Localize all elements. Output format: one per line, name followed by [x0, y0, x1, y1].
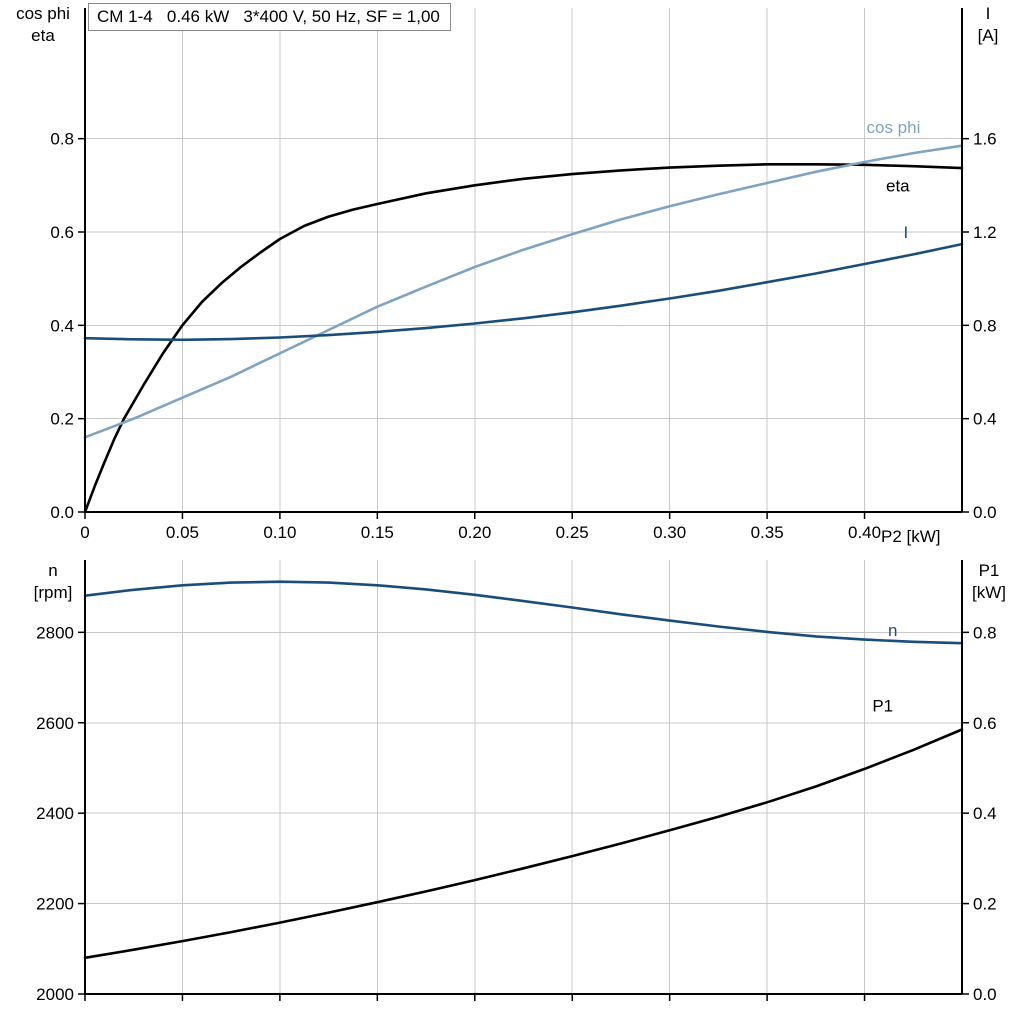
left-tick-label: 2800	[36, 623, 74, 642]
left-tick-label: 2000	[36, 985, 74, 1004]
right-tick-label: 0.0	[973, 985, 997, 1004]
right-tick-label: 0.8	[973, 623, 997, 642]
left-tick-label: 2400	[36, 804, 74, 823]
top-chart-group: 0.0 0.2 0.4 0.6 0.8 0.0 0.4 0.8 1.2 1.6 0 0.05 0.10 0…	[50, 8, 997, 542]
right-axis-title-line2: [A]	[977, 26, 999, 45]
right-tick-label: 0.6	[973, 714, 997, 733]
speed-axis-title-line2: [rpm]	[33, 583, 73, 602]
series-cos-phi	[83, 144, 964, 439]
series-n	[83, 580, 964, 645]
curve-label-n: n	[888, 621, 897, 640]
curve-label-cos-phi: cos phi	[867, 118, 921, 137]
right-tick-label: 1.6	[973, 130, 997, 149]
title-box: CM 1-4 0.46 kW 3*400 V, 50 Hz, SF = 1,00	[88, 3, 451, 31]
series-I	[83, 242, 964, 342]
x-tick-label: 0.35	[751, 523, 784, 542]
curve-label-eta: eta	[886, 176, 910, 195]
series-P1	[83, 728, 964, 960]
x-tick-label: 0.25	[556, 523, 589, 542]
left-tick-label: 2600	[36, 714, 74, 733]
x-tick-label: 0.30	[653, 523, 686, 542]
p1-axis-title-line2: [kW]	[972, 583, 1006, 602]
x-tick-label: 0.20	[458, 523, 491, 542]
x-tick-label: 0.10	[263, 523, 296, 542]
right-axis-title-line1: I	[985, 4, 991, 23]
right-tick-label: 0.4	[973, 410, 997, 429]
left-tick-label: 0.8	[50, 130, 74, 149]
x-tick-label: 0.40	[848, 523, 881, 542]
left-tick-label: 0.6	[50, 223, 74, 242]
left-tick-label: 0.2	[50, 410, 74, 429]
bottom-right-axis-title: P1 [kW]	[956, 560, 1022, 604]
x-tick-label: 0.05	[166, 523, 199, 542]
p1-axis-title-line1: P1	[978, 561, 1000, 580]
left-axis-title-line1: cos phi	[16, 4, 70, 23]
top-left-axis-title: cos phi eta	[4, 3, 82, 47]
top-right-axis-title: I [A]	[954, 3, 1022, 47]
x-axis-label: P2 [kW]	[881, 527, 941, 546]
right-tick-label: 0.2	[973, 895, 997, 914]
series-eta	[83, 163, 964, 514]
left-axis-title-line2: eta	[31, 26, 55, 45]
bottom-chart-group: 2000 2200 2400 2600 2800 0.0 0.2 0.4 0.6 0.8 n P1	[36, 560, 997, 1004]
bottom-left-axis-title: n [rpm]	[14, 560, 92, 604]
right-tick-label: 0.4	[973, 804, 997, 823]
curve-label-I: I	[904, 223, 909, 242]
x-tick-label: 0	[80, 523, 89, 542]
left-tick-label: 0.4	[50, 316, 74, 335]
curve-label-P1: P1	[872, 697, 893, 716]
left-tick-label: 0.0	[50, 503, 74, 522]
x-tick-label: 0.15	[361, 523, 394, 542]
speed-axis-title-line1: n	[48, 561, 58, 580]
right-tick-label: 0.0	[973, 503, 997, 522]
left-tick-label: 2200	[36, 895, 74, 914]
right-tick-label: 1.2	[973, 223, 997, 242]
right-tick-label: 0.8	[973, 316, 997, 335]
